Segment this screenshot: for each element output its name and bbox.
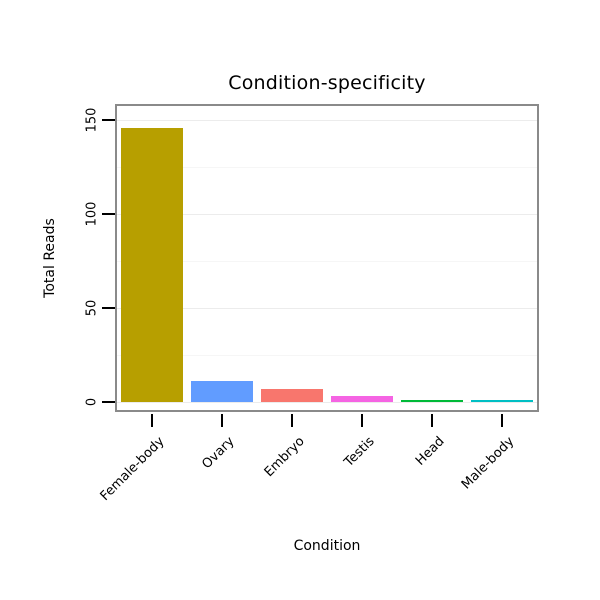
x-axis-tick: [361, 414, 363, 427]
gridline-minor: [117, 261, 537, 262]
gridline-major: [117, 214, 537, 215]
gridline-minor: [117, 355, 537, 356]
plot-area: [115, 104, 539, 412]
y-axis-tick: [102, 307, 115, 309]
y-axis-tick: [102, 119, 115, 121]
x-tick-label-text: Embryo: [261, 434, 308, 481]
x-tick-label-text: Testis: [341, 434, 378, 471]
gridline-major: [117, 402, 537, 403]
x-axis-tick: [221, 414, 223, 427]
x-axis-tick: [501, 414, 503, 427]
y-tick-label-text: 100: [84, 201, 100, 227]
y-axis-tick: [102, 213, 115, 215]
x-tick-label-text: Head: [412, 434, 448, 469]
bar-male-body: [471, 400, 533, 402]
x-tick-label-text: Ovary: [199, 434, 238, 473]
x-axis-tick: [291, 414, 293, 427]
x-tick-label-text: Male-body: [459, 434, 518, 493]
gridline-minor: [117, 167, 537, 168]
bar-female-body: [121, 127, 183, 402]
x-axis-tick: [151, 414, 153, 427]
bar-testis: [331, 396, 393, 402]
x-axis-title: Condition: [293, 538, 361, 554]
gridline-major: [117, 308, 537, 309]
y-tick-label-text: 150: [84, 107, 100, 133]
y-tick-label-text: 50: [84, 299, 100, 317]
bar-ovary: [191, 381, 253, 402]
x-axis-tick: [431, 414, 433, 427]
chart-title: Condition-specificity: [228, 72, 426, 94]
bar-head: [401, 399, 463, 402]
y-axis-tick: [102, 401, 115, 403]
y-tick-label-text: 0: [84, 397, 100, 407]
y-axis-title: Total Reads: [42, 218, 58, 298]
x-tick-label-text: Female-body: [97, 434, 168, 504]
gridline-major: [117, 120, 537, 121]
plot-inner: [117, 106, 537, 410]
bar-embryo: [261, 388, 323, 402]
